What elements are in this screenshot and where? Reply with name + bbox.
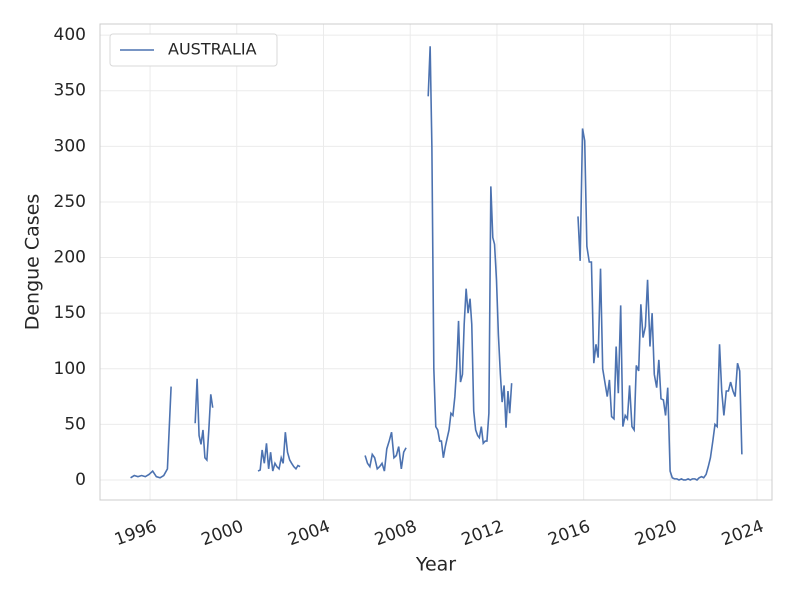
y-tick-label: 350 xyxy=(54,81,86,101)
y-tick-label: 0 xyxy=(75,470,86,490)
y-tick-label: 100 xyxy=(54,359,86,379)
y-tick-label: 200 xyxy=(54,248,86,268)
legend-label: AUSTRALIA xyxy=(168,40,257,59)
plot-frame xyxy=(99,23,773,501)
y-tick-label: 250 xyxy=(54,192,86,212)
data-line xyxy=(130,46,743,481)
y-tick-label: 400 xyxy=(54,25,86,45)
legend: AUSTRALIA xyxy=(109,33,278,67)
x-axis-label: Year xyxy=(415,554,456,576)
y-tick-label: 150 xyxy=(54,303,86,323)
y-tick-label: 50 xyxy=(64,414,86,434)
y-axis-label: Dengue Cases xyxy=(22,194,44,331)
legend-box xyxy=(109,33,278,67)
y-tick-label: 300 xyxy=(54,136,86,156)
